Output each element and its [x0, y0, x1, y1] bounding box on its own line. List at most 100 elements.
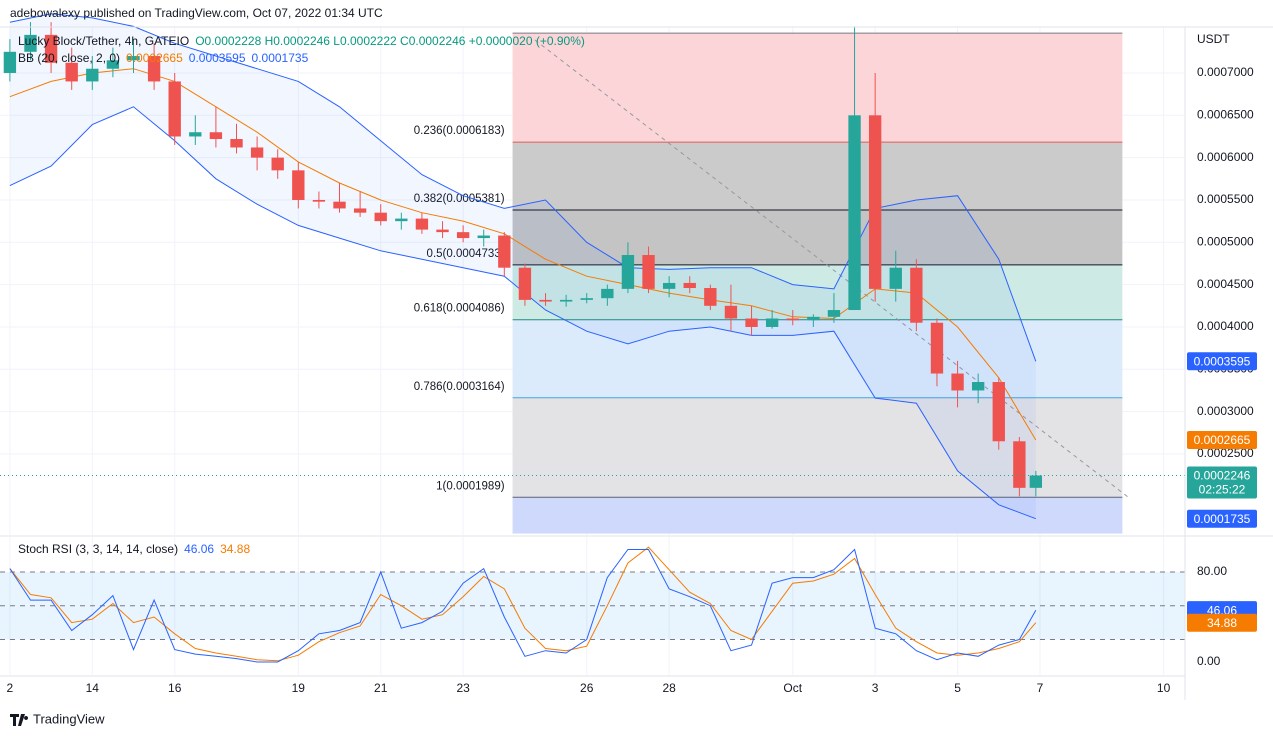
last-price-badge	[1187, 466, 1257, 499]
stoch-k-value: 46.06	[184, 542, 214, 556]
candle-body	[312, 199, 326, 202]
bb-lower-badge	[1187, 509, 1257, 528]
axis-layer: 0.00025000.00030000.00035000.00040000.00…	[7, 65, 1255, 695]
stoch-d-badge-label: 34.88	[1207, 616, 1237, 630]
candle-body	[230, 139, 243, 148]
candle-body	[807, 316, 820, 321]
candle-body	[662, 282, 676, 289]
y-tick-label: 0.0005000	[1197, 234, 1254, 248]
candle-body	[168, 81, 181, 137]
currency-label: USDT	[1197, 32, 1230, 46]
candle-body	[189, 132, 202, 137]
candles-layer	[0, 22, 1185, 497]
candle-body	[498, 235, 511, 268]
bb-upper-badge-label: 0.0003595	[1194, 354, 1251, 368]
bb-lower-value: 0.0001735	[252, 51, 309, 65]
candle-body	[353, 208, 367, 213]
x-tick-label: 3	[872, 681, 879, 695]
x-tick-label: 7	[1037, 681, 1044, 695]
x-tick-label: 26	[580, 681, 594, 695]
candle-body	[456, 232, 470, 239]
candle-body	[745, 318, 758, 327]
bb-legend: BB (20, close, 2, 0) 0.0002665 0.0003595 0.…	[18, 51, 309, 65]
candle-body	[951, 373, 964, 391]
candle-body	[86, 68, 99, 82]
bb-title: BB (20, close, 2, 0)	[18, 51, 120, 65]
x-tick-label: Oct	[783, 681, 802, 695]
y-tick-label: 0.0005500	[1197, 192, 1254, 206]
candle-body	[868, 115, 882, 289]
candle-body	[642, 255, 655, 289]
fib-label: 0.5(0.0004733)	[427, 248, 505, 260]
stoch-title: Stoch RSI (3, 3, 14, 14, close)	[18, 542, 178, 556]
y-tick-label: 0.00	[1197, 654, 1221, 668]
y-tick-label: 0.0006000	[1197, 150, 1254, 164]
candle-body	[518, 267, 532, 300]
candle-body	[621, 255, 635, 289]
bb-basis-badge-label: 0.0002665	[1194, 433, 1251, 447]
candle-body	[395, 218, 408, 222]
candle-body	[539, 299, 552, 302]
candle-body	[415, 218, 429, 230]
candle-body	[559, 299, 573, 302]
x-tick-label: 5	[954, 681, 961, 695]
candle-body	[704, 288, 717, 306]
candle-body	[601, 288, 614, 299]
stoch-line	[9, 548, 1037, 663]
fib-label: 0.382(0.0005381)	[414, 193, 505, 205]
candle-body	[333, 201, 346, 209]
countdown-label: 02:25:22	[1199, 483, 1246, 497]
y-tick-label: 0.0004000	[1197, 319, 1254, 333]
ohlc-legend: O0.0002228 H0.0002246 L0.0002222 C0.0002…	[195, 34, 585, 48]
symbol-title: Lucky Block/Tether, 4h, GATEIO	[18, 34, 189, 48]
bb-fill	[9, 13, 1036, 519]
candle-body	[24, 34, 37, 52]
x-tick-label: 16	[168, 681, 182, 695]
candle-body	[250, 147, 264, 158]
y-tick-label: 0.0003000	[1197, 404, 1254, 418]
fib-zone	[512, 33, 1123, 143]
candle-body	[930, 322, 944, 374]
candle-body	[477, 235, 490, 239]
candle-body	[65, 62, 78, 82]
x-tick-label: 28	[662, 681, 676, 695]
y-tick-label: 0.0006500	[1197, 107, 1254, 121]
stoch-d-value: 34.88	[220, 542, 250, 556]
candle-body	[1013, 441, 1026, 488]
bb-upper	[9, 13, 1037, 362]
candle-body	[910, 267, 923, 323]
fib-zone	[512, 210, 1123, 265]
bb-lower-badge-label: 0.0001735	[1194, 512, 1251, 526]
stoch-legend: Stoch RSI (3, 3, 14, 14, close) 46.06 34.8…	[18, 542, 250, 556]
brand-name: TradingView	[33, 711, 105, 726]
fib-zone	[512, 497, 1123, 534]
x-tick-label: 21	[374, 681, 388, 695]
candle-body	[786, 318, 799, 321]
bb-basis	[9, 68, 1037, 441]
symbol-legend: Lucky Block/Tether, 4h, GATEIO O0.0002228…	[18, 34, 585, 48]
candle-body	[683, 282, 696, 289]
y-tick-label: 0.0007000	[1197, 65, 1254, 79]
x-tick-label: 14	[86, 681, 100, 695]
candle-body	[374, 212, 387, 222]
x-tick-label: 23	[456, 681, 470, 695]
candle-body	[147, 56, 161, 82]
fib-zone	[512, 264, 1123, 320]
fib-label: 0.786(0.0003164)	[414, 381, 505, 393]
candle-body	[3, 51, 17, 73]
candle-body	[971, 382, 985, 391]
fib-zone	[512, 142, 1123, 211]
bb-upper-value: 0.0003595	[189, 51, 246, 65]
logo-mark	[10, 714, 29, 726]
candle-body	[848, 115, 861, 311]
stoch-layer	[0, 546, 1185, 663]
candle-body	[436, 229, 449, 233]
y-tick-label: 0.0002500	[1197, 446, 1254, 460]
last-price-label: 0.0002246	[1194, 469, 1251, 483]
bb-basis-badge	[1187, 431, 1257, 450]
x-tick-label: 19	[292, 681, 306, 695]
candle-body	[127, 56, 140, 61]
x-tick-label: 10	[1157, 681, 1171, 695]
candle-body	[992, 382, 1005, 442]
